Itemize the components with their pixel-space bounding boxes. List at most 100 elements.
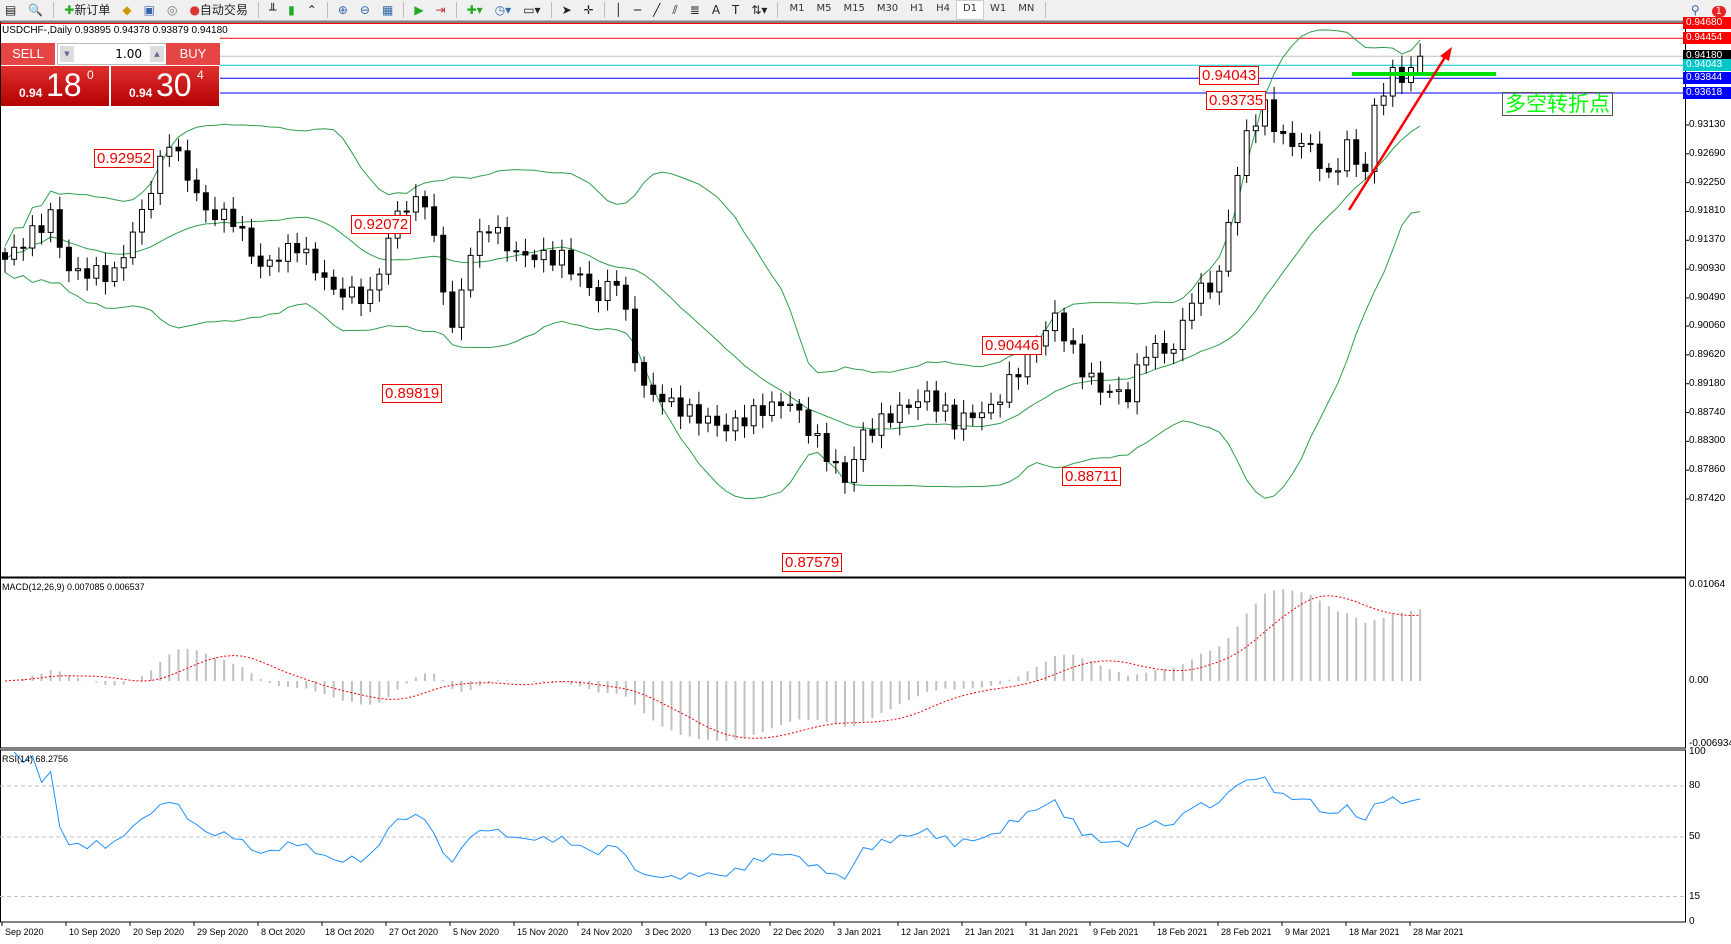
line-chart-icon[interactable]: ⌃ <box>306 3 317 17</box>
text-icon[interactable]: A <box>711 3 721 17</box>
text-label-icon[interactable]: T <box>732 3 740 17</box>
text-box-annotation[interactable]: 多空转折点 <box>1502 92 1613 116</box>
buy-button[interactable]: BUY <box>166 43 220 65</box>
date-axis-label: 13 Dec 2020 <box>709 927 761 937</box>
zoom-in-icon[interactable]: ⊕ <box>337 3 348 17</box>
vertical-line-icon[interactable]: │ <box>614 3 622 17</box>
arrows-icon[interactable]: ⇅▾ <box>751 3 768 17</box>
timeframe-mn[interactable]: MN <box>1018 3 1035 14</box>
open-icon[interactable]: ▤ <box>5 3 17 17</box>
chart-title: USDCHF-,Daily 0.93895 0.94378 0.93879 0.… <box>2 25 228 36</box>
trendline-icon[interactable]: ╱ <box>653 3 661 17</box>
candle-body <box>1307 142 1314 145</box>
candle-body <box>321 272 328 278</box>
timeframe-m5[interactable]: M5 <box>816 3 832 14</box>
price-label[interactable]: 0.92952 <box>94 149 155 168</box>
candle-body <box>960 412 967 430</box>
timeframe-m30[interactable]: M30 <box>876 3 899 14</box>
macd-axis-label: 0.01064 <box>1689 579 1726 590</box>
cursor-icon[interactable]: ➤ <box>561 3 572 17</box>
lot-increase-icon[interactable]: ▲ <box>150 46 164 62</box>
date-axis-label: 18 Feb 2021 <box>1157 927 1208 937</box>
price-label[interactable]: 0.93735 <box>1206 91 1267 110</box>
chart-shift-icon[interactable]: ⇥ <box>435 3 446 17</box>
bollinger-middle <box>4 125 1421 430</box>
macd-title: MACD(12,26,9) 0.007085 0.006537 <box>2 582 145 592</box>
date-axis-label: 28 Feb 2021 <box>1221 927 1272 937</box>
candle-body <box>330 276 337 290</box>
candle-body <box>568 249 575 275</box>
candle-body <box>56 209 63 248</box>
sell-price[interactable]: 0.94 18 0 <box>1 66 109 106</box>
templates-icon[interactable]: ▭▾ <box>523 3 541 17</box>
lot-decrease-icon[interactable]: ▼ <box>60 46 74 62</box>
candle-body <box>1051 312 1058 332</box>
periods-icon[interactable]: ◷▾ <box>494 3 512 17</box>
market-icon[interactable]: ▣ <box>143 3 155 17</box>
candle-body <box>1371 104 1378 172</box>
candle-body <box>1325 167 1332 173</box>
notification-badge: 1 <box>1711 6 1726 17</box>
timeframe-h1[interactable]: H1 <box>910 3 925 14</box>
macd-histogram <box>13 589 1422 742</box>
timeframe-d1[interactable]: D1 <box>955 0 985 20</box>
price-label[interactable]: 0.89819 <box>382 384 443 403</box>
auto-trade-button[interactable]: ●自动交易 <box>184 1 253 19</box>
candle-body <box>723 424 730 432</box>
candle-body <box>841 462 848 483</box>
price-label[interactable]: 0.92072 <box>351 215 412 234</box>
search-icon[interactable]: ⚲ <box>1690 3 1700 17</box>
candle-body <box>869 429 876 436</box>
price-label[interactable]: 0.87579 <box>782 553 843 572</box>
rsi-axis-label: 15 <box>1689 890 1701 902</box>
candle-body <box>1353 139 1360 165</box>
price-label[interactable]: 0.88711 <box>1062 467 1122 486</box>
candle-body <box>102 265 109 282</box>
price-tag: 0.94680 <box>1683 17 1731 30</box>
timeframe-h4[interactable]: H4 <box>936 3 950 14</box>
candle-body <box>988 403 995 414</box>
timeframe-m1[interactable]: M1 <box>789 3 805 14</box>
notifications-button[interactable]: 1 <box>1707 1 1731 19</box>
candle-body <box>20 246 27 249</box>
candle-body <box>823 433 830 462</box>
timeframe-w1[interactable]: W1 <box>990 3 1007 14</box>
buy-price[interactable]: 0.94 30 4 <box>111 66 219 106</box>
candle-body <box>1161 342 1168 354</box>
indicators-icon[interactable]: ✚▾ <box>466 3 483 17</box>
zoom-window-icon[interactable]: 🔍 <box>28 3 44 17</box>
fibonacci-icon[interactable]: ≣ <box>689 3 700 17</box>
zoom-out-icon[interactable]: ⊖ <box>359 3 370 17</box>
chart-canvas[interactable] <box>0 21 1731 944</box>
macd-signal-line <box>4 595 1421 739</box>
signals-icon[interactable]: ◎ <box>166 3 178 17</box>
new-order-button[interactable]: ✚新订单 <box>59 1 115 19</box>
date-axis-label: 5 Nov 2020 <box>453 927 500 937</box>
sell-button[interactable]: SELL <box>1 43 55 65</box>
price-axis-label: 0.87420 <box>1689 493 1726 504</box>
candle-body <box>257 255 264 267</box>
candle-body <box>604 280 611 302</box>
candle-body <box>787 403 794 407</box>
sell-price-point: 0 <box>87 68 94 82</box>
crosshair-icon[interactable]: ✛ <box>583 3 594 17</box>
candle-body <box>358 286 365 304</box>
candle-body <box>1252 125 1259 132</box>
lot-size-input[interactable]: ▼ 1.00 ▲ <box>57 43 167 65</box>
bar-chart-icon[interactable]: ╨ <box>268 3 277 17</box>
auto-scroll-icon[interactable]: ▶ <box>414 3 424 17</box>
candle-body <box>1344 139 1351 172</box>
price-label[interactable]: 0.90446 <box>982 336 1043 355</box>
candle-body <box>65 246 72 272</box>
price-label[interactable]: 0.94043 <box>1199 66 1260 85</box>
candle-body <box>896 404 903 423</box>
horizontal-line-icon[interactable]: ─ <box>633 3 642 17</box>
timeframe-m15[interactable]: M15 <box>843 3 865 14</box>
metaeditor-icon[interactable]: ◆ <box>122 3 132 17</box>
tile-windows-icon[interactable]: ▦ <box>381 3 394 17</box>
rsi-line <box>13 751 1421 880</box>
candle-body <box>1280 130 1287 134</box>
candlestick-icon[interactable]: ▮ <box>288 3 295 17</box>
channel-icon[interactable]: ⫽ <box>672 3 678 17</box>
date-axis-label: 3 Dec 2020 <box>645 927 692 937</box>
